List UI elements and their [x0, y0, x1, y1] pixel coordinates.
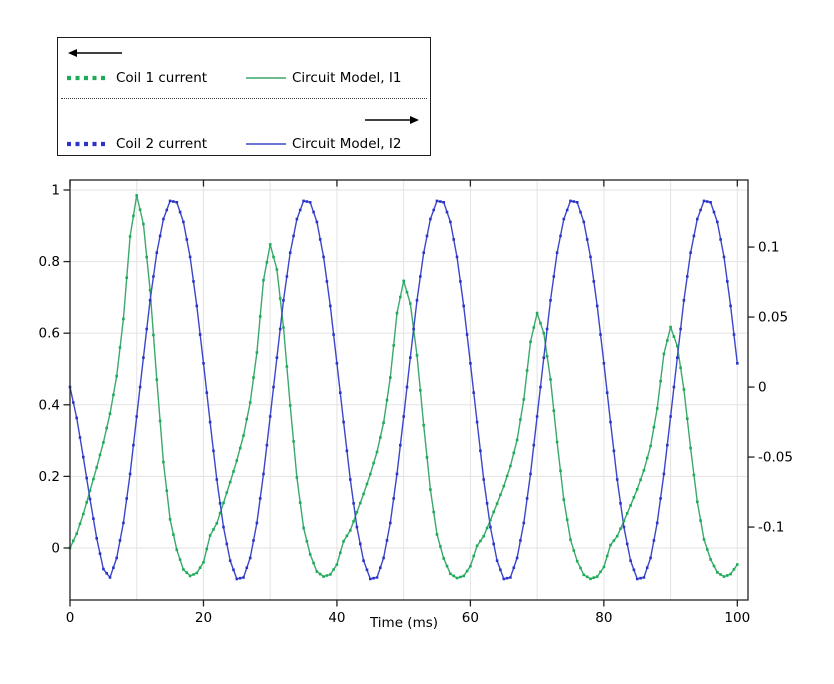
legend-label-model1: Circuit Model, I1	[292, 70, 402, 86]
legend-divider	[61, 98, 427, 99]
x-tick-label: 100	[724, 610, 750, 626]
right-tick-label: 0.1	[758, 240, 779, 256]
x-tick-label: 60	[462, 610, 479, 626]
legend-row-coil2: Coil 2 current Circuit Model, I2	[58, 134, 430, 154]
left-tick-label: 0.4	[39, 397, 60, 413]
left-tick-label: 0.8	[39, 254, 60, 270]
legend-swatch-coil2-dotted	[67, 141, 108, 147]
x-axis-title: Time (ms)	[369, 615, 439, 631]
legend-row-coil1: Coil 1 current Circuit Model, I1	[58, 68, 430, 88]
legend-label-coil1: Coil 1 current	[116, 70, 208, 86]
legend-label-coil2: Coil 2 current	[116, 136, 208, 152]
x-tick-label: 0	[66, 610, 75, 626]
left-tick-label: 0.6	[39, 326, 60, 342]
arrow-left-icon	[68, 49, 122, 57]
left-tick-label: 1	[51, 182, 60, 198]
x-tick-label: 20	[195, 610, 212, 626]
plot-border	[69, 179, 749, 601]
arrow-right-icon	[365, 116, 419, 124]
legend-swatch-model2-solid	[246, 143, 286, 145]
legend-swatch-model1-solid	[246, 77, 286, 79]
right-tick-label: 0	[758, 380, 767, 396]
right-tick-label: -0.1	[758, 520, 784, 536]
legend-swatch-coil1-dotted	[67, 75, 108, 81]
right-tick-label: 0.05	[758, 310, 788, 326]
right-tick-label: -0.05	[758, 450, 793, 466]
x-tick-label: 80	[595, 610, 612, 626]
left-tick-label: 0.2	[39, 469, 60, 485]
legend-label-model2: Circuit Model, I2	[292, 136, 402, 152]
left-tick-label: 0	[51, 540, 60, 556]
x-tick-label: 40	[328, 610, 345, 626]
plot-area[interactable]	[70, 180, 748, 600]
legend-box: Coil 1 current Circuit Model, I1 Coil 2 …	[57, 37, 431, 156]
